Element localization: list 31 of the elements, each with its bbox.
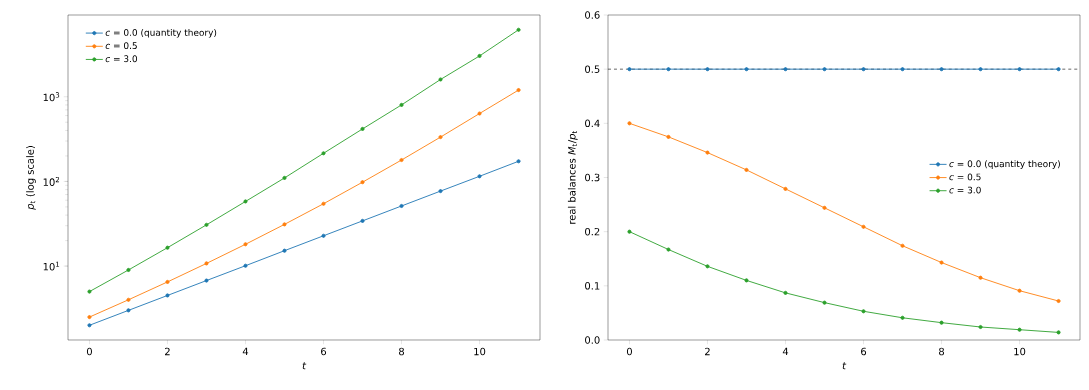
legend-label: c = 0.0 (quantity theory) [105, 28, 217, 38]
y-tick-label: 10$^{1}$ [43, 261, 60, 271]
legend-label: c = 0.5 [105, 42, 137, 50]
y-axis-title: p$_{t}$ (log scale) [26, 146, 36, 210]
legend-label: c = 0.5 [949, 173, 981, 181]
x-tick-label: 8 [939, 347, 945, 356]
y-tick-label: 0.6 [585, 11, 600, 19]
x-axis-title: t [842, 362, 847, 370]
y-tick-label: 0.3 [585, 173, 600, 182]
y-tick-label: 10$^{2}$ [43, 176, 60, 186]
y-tick-label: 0.5 [585, 65, 600, 73]
legend-label: c = 3.0 [105, 55, 138, 63]
x-tick-label: 4 [782, 347, 789, 356]
legend-label: c = 3.0 [949, 186, 981, 194]
y-tick-label: 0.2 [585, 227, 600, 236]
y-tick-label: 0.0 [585, 336, 600, 344]
x-tick-label: 10 [1014, 347, 1026, 356]
x-tick-label: 0 [626, 347, 632, 356]
x-tick-label: 2 [705, 347, 710, 356]
legend-label: c = 0.0 (quantity theory) [949, 160, 1060, 169]
x-tick-label: 4 [242, 347, 249, 356]
x-tick-label: 6 [321, 347, 327, 356]
x-tick-label: 0 [86, 347, 92, 356]
x-tick-label: 8 [399, 347, 405, 356]
y-tick-label: 10$^{3}$ [43, 92, 60, 102]
x-tick-label: 10 [474, 347, 486, 356]
x-axis-title: t [302, 362, 307, 370]
y-tick-label: 0.4 [585, 119, 600, 128]
x-tick-label: 6 [861, 347, 867, 356]
y-tick-label: 0.1 [585, 282, 600, 290]
x-tick-label: 2 [165, 347, 170, 356]
